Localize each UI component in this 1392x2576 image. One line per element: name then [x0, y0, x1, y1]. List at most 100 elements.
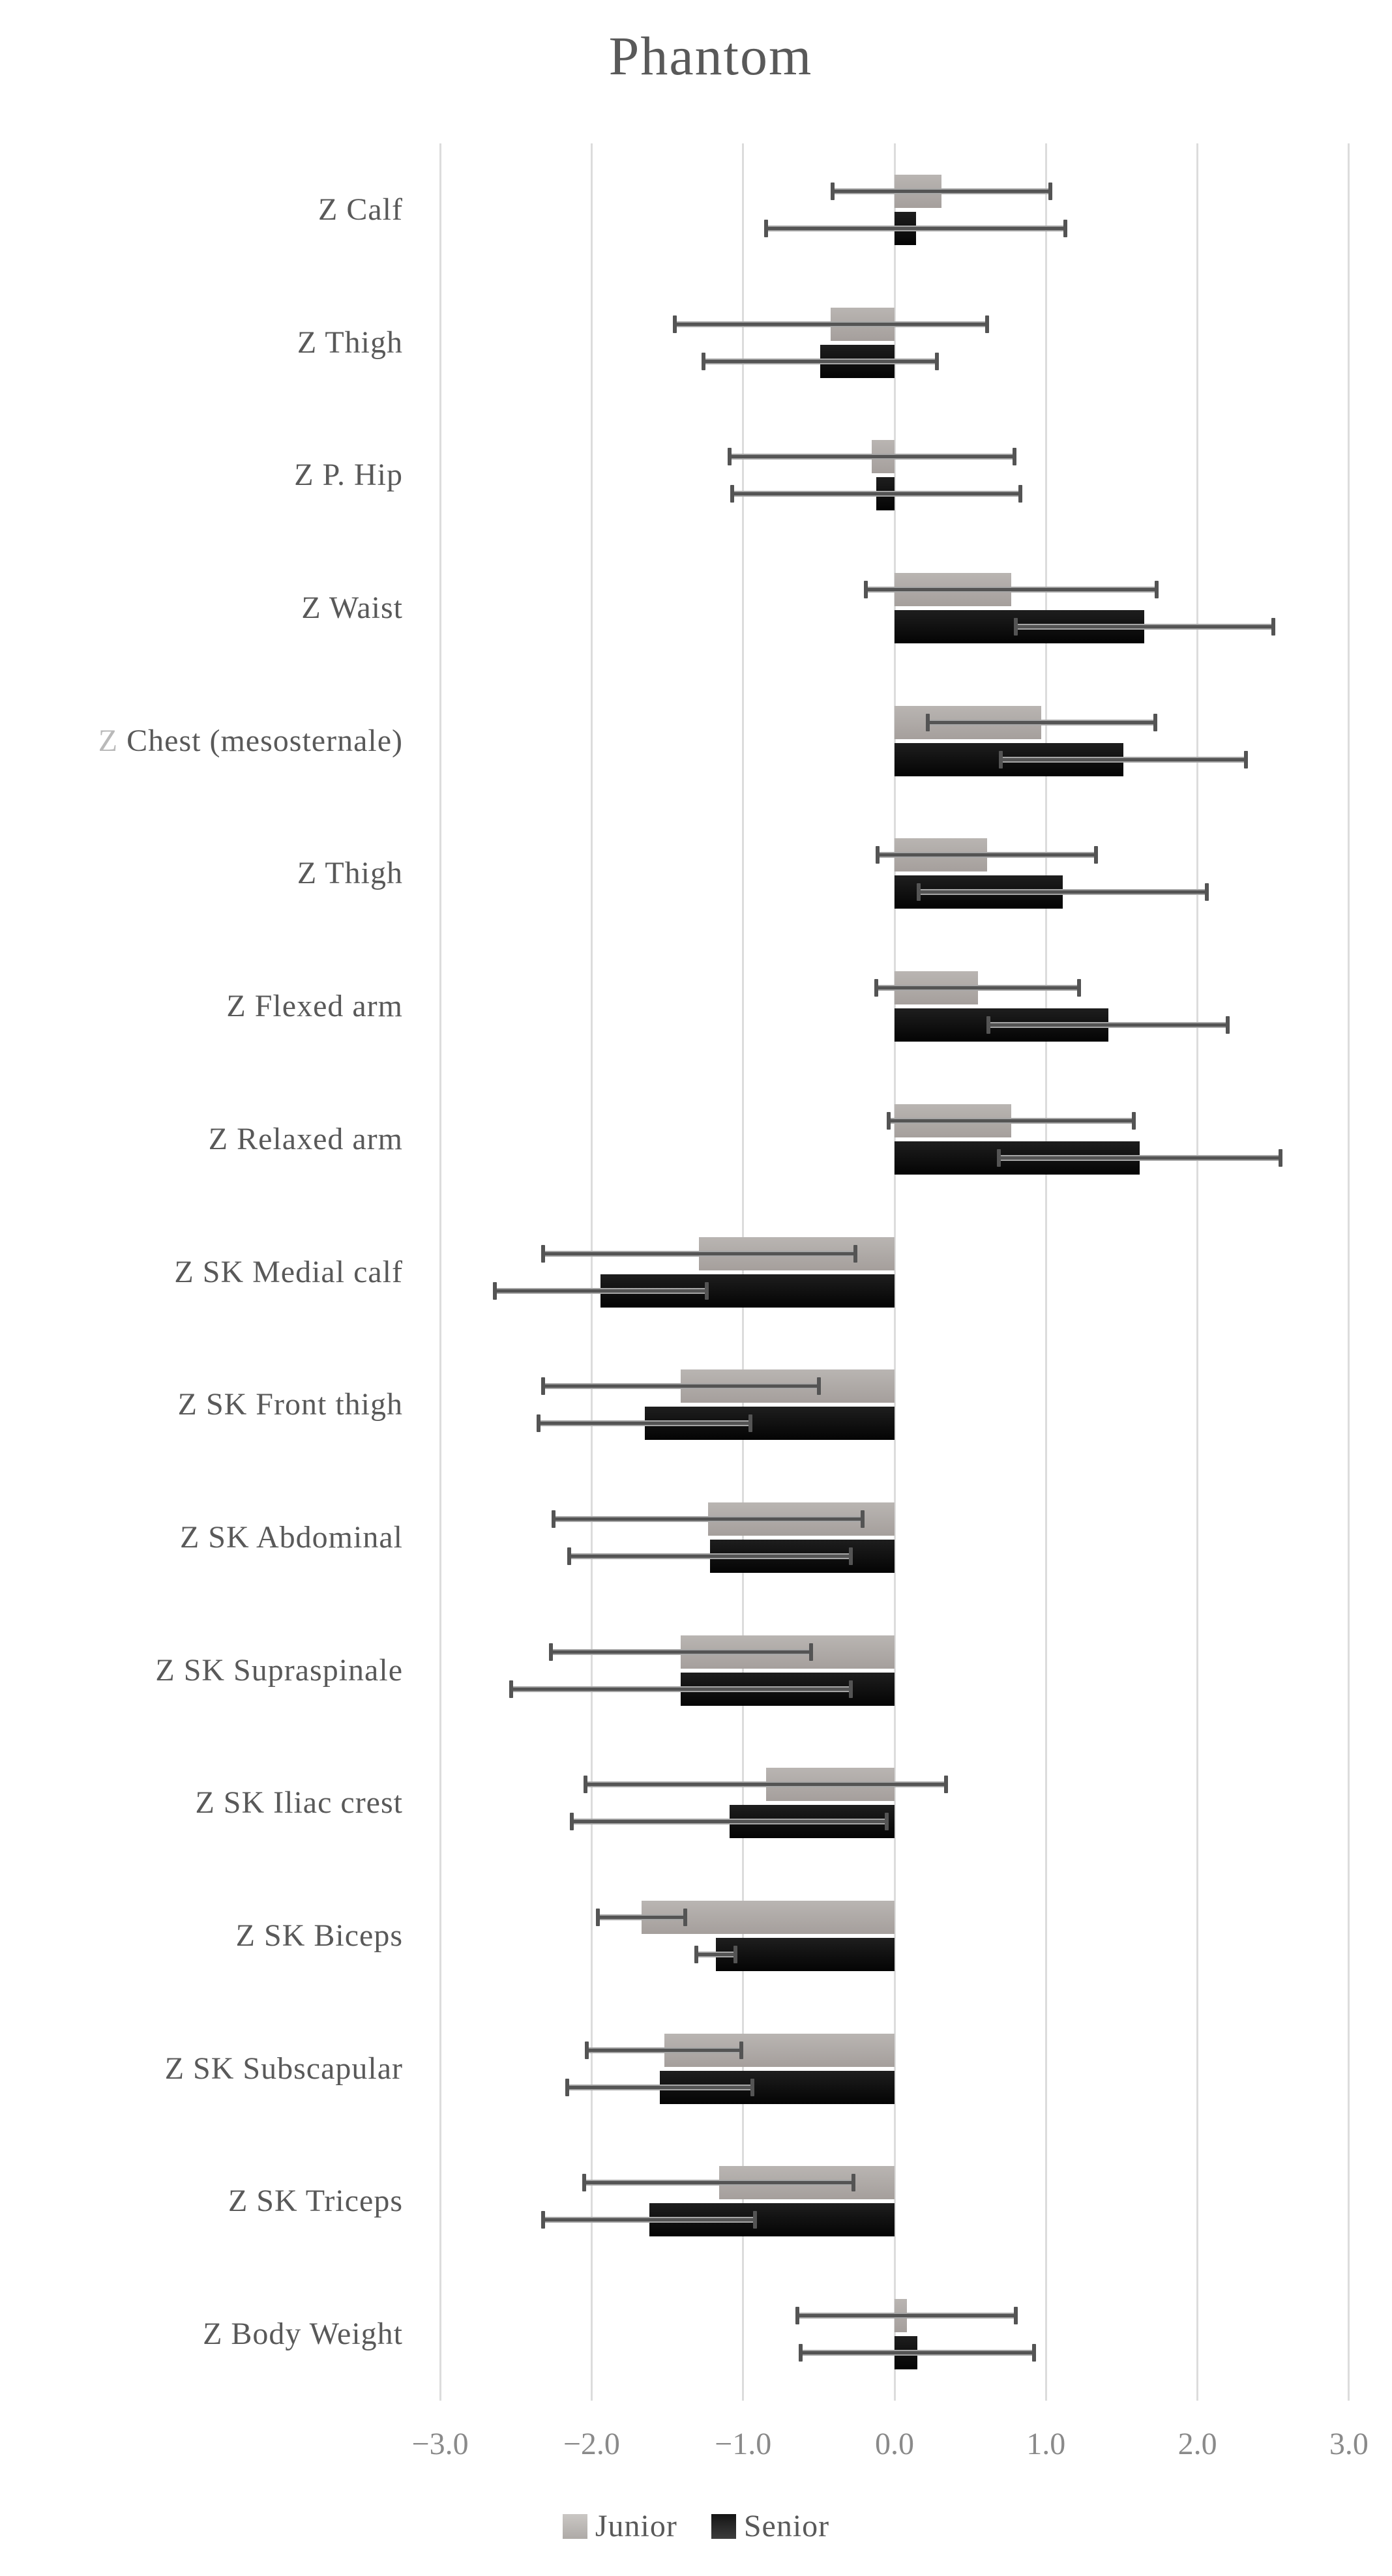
error-bar-senior: [1000, 756, 1246, 763]
category-label: Z Flexed arm: [226, 989, 403, 1024]
error-cap-junior-right: [851, 2174, 856, 2192]
error-bar-junior: [597, 1914, 686, 1921]
category-label: Z SK Biceps: [235, 1918, 403, 1954]
category-label-z-prefix: Z: [98, 723, 119, 758]
error-cap-senior-left: [730, 485, 735, 503]
legend-label-senior: Senior: [743, 2509, 830, 2543]
error-bar-junior: [550, 1648, 812, 1655]
error-cap-senior-left: [492, 1281, 497, 1300]
bar-senior-14: [715, 1938, 895, 1972]
error-bar-senior: [696, 1952, 736, 1958]
category-label: Z Thigh: [297, 325, 403, 360]
category-label: Z Chest (mesosternale): [98, 721, 403, 761]
error-cap-senior-right: [1243, 750, 1248, 768]
error-bar-senior: [919, 889, 1207, 896]
error-cap-junior-left: [926, 713, 930, 731]
error-bar-junior: [865, 586, 1157, 593]
error-cap-junior-right: [1154, 580, 1159, 598]
error-bar-junior: [876, 985, 1080, 991]
error-cap-junior-left: [541, 1377, 546, 1396]
error-bar-senior: [572, 1819, 887, 1825]
category-label-text: Chest (mesosternale): [118, 723, 403, 758]
error-cap-junior-right: [1153, 713, 1157, 731]
category-label: Z SK Front thigh: [177, 1387, 403, 1422]
error-bar-senior: [765, 225, 1066, 231]
error-cap-junior-right: [861, 1510, 865, 1528]
error-cap-senior-left: [509, 1680, 514, 1698]
error-bar-senior: [800, 2350, 1034, 2356]
error-bar-junior: [554, 1515, 863, 1522]
error-cap-junior-left: [595, 1909, 600, 1927]
gridline-1: [1044, 143, 1047, 2401]
error-cap-senior-left: [694, 1946, 698, 1964]
error-cap-senior-left: [702, 352, 706, 370]
error-bar-senior: [999, 1154, 1281, 1161]
error-bar-senior: [703, 358, 938, 364]
category-label: Z SK Supraspinale: [155, 1652, 403, 1688]
error-cap-junior-right: [943, 1776, 948, 1794]
error-cap-junior-left: [874, 979, 879, 997]
category-label: Z SK Triceps: [228, 2184, 403, 2219]
junior-swatch-icon: [562, 2513, 587, 2539]
error-bar-junior: [585, 1781, 946, 1788]
error-cap-senior-left: [541, 2211, 546, 2229]
error-cap-senior-left: [998, 750, 1003, 768]
error-cap-junior-left: [548, 1643, 553, 1661]
error-cap-junior-left: [541, 1244, 546, 1263]
error-cap-junior-left: [582, 2174, 586, 2192]
error-cap-junior-left: [863, 580, 868, 598]
legend-item-senior: Senior: [711, 2508, 829, 2544]
error-cap-junior-right: [1048, 182, 1053, 200]
gridline-2: [1196, 143, 1199, 2401]
category-label: Z SK Abdominal: [179, 1519, 403, 1555]
error-cap-junior-right: [853, 1244, 857, 1263]
error-cap-senior-right: [848, 1547, 853, 1565]
category-label: Z SK Subscapular: [164, 2051, 403, 2086]
error-cap-senior-left: [537, 1414, 541, 1433]
error-cap-senior-left: [986, 1016, 991, 1034]
gridline-3: [1348, 143, 1350, 2401]
error-cap-junior-right: [1077, 979, 1082, 997]
category-label: Z SK Medial calf: [174, 1254, 403, 1289]
x-tick-label: 2.0: [1177, 2427, 1217, 2461]
senior-swatch-icon: [711, 2513, 736, 2539]
category-label: Z Waist: [301, 590, 403, 625]
error-bar-junior: [543, 1250, 855, 1257]
error-bar-junior: [797, 2313, 1016, 2319]
error-cap-senior-left: [917, 883, 921, 901]
error-bar-junior: [928, 719, 1155, 725]
x-tick-label: 3.0: [1329, 2427, 1369, 2461]
error-bar-senior: [732, 491, 1020, 497]
error-cap-junior-left: [552, 1510, 556, 1528]
category-label: Z Relaxed arm: [208, 1121, 403, 1156]
error-cap-senior-right: [1018, 485, 1022, 503]
error-cap-junior-left: [830, 182, 835, 200]
category-label: Z SK Iliac crest: [195, 1785, 403, 1821]
x-tick-label: 1.0: [1026, 2427, 1066, 2461]
error-cap-senior-left: [763, 219, 768, 237]
error-cap-senior-right: [1204, 883, 1209, 901]
legend-item-junior: Junior: [562, 2508, 677, 2544]
category-label: Z Calf: [318, 192, 403, 227]
error-cap-junior-right: [683, 1909, 688, 1927]
error-cap-junior-right: [809, 1643, 814, 1661]
error-cap-senior-left: [997, 1149, 1001, 1167]
error-cap-junior-left: [584, 1776, 588, 1794]
error-cap-senior-right: [1031, 2344, 1036, 2362]
error-cap-senior-right: [750, 2078, 754, 2096]
error-cap-senior-right: [733, 1946, 738, 1964]
x-tick-label: −2.0: [563, 2427, 620, 2461]
error-cap-junior-left: [886, 1111, 891, 1130]
chart-title: Phantom: [608, 26, 813, 87]
legend-label-junior: Junior: [595, 2509, 677, 2543]
error-cap-junior-left: [876, 846, 880, 864]
error-cap-junior-right: [739, 2041, 744, 2059]
error-cap-senior-right: [1226, 1016, 1230, 1034]
error-cap-senior-left: [1013, 617, 1018, 636]
error-cap-junior-right: [985, 315, 989, 333]
error-cap-junior-left: [795, 2307, 800, 2325]
error-bar-junior: [584, 2180, 854, 2186]
error-bar-senior: [539, 1420, 751, 1427]
error-bar-senior: [543, 2217, 756, 2223]
